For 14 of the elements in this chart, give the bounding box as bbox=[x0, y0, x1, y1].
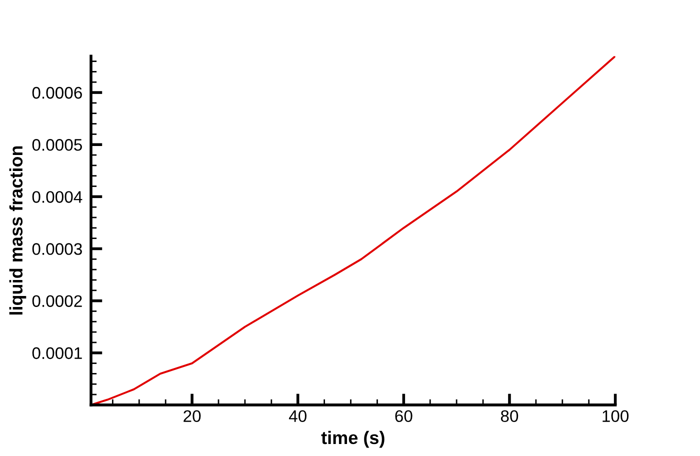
y-tick-label: 0.0001 bbox=[32, 347, 82, 360]
line-series bbox=[91, 56, 616, 405]
x-tick-label: 80 bbox=[500, 410, 518, 422]
y-tick-label: 0.0003 bbox=[32, 243, 82, 255]
x-tick-label: 100 bbox=[602, 410, 629, 422]
y-tick-label: 0.0005 bbox=[32, 139, 82, 151]
y-tick-label: 0.0004 bbox=[32, 191, 82, 203]
y-axis-title: liquid mass fraction bbox=[9, 146, 26, 315]
x-tick-label: 60 bbox=[395, 410, 412, 422]
x-axis-title: time (s) bbox=[321, 430, 384, 448]
y-tick-label: 0.0006 bbox=[32, 86, 82, 99]
x-tick-label: 40 bbox=[288, 410, 306, 422]
x-tick-label: 20 bbox=[184, 410, 201, 422]
y-tick-label: 0.0002 bbox=[32, 295, 82, 307]
